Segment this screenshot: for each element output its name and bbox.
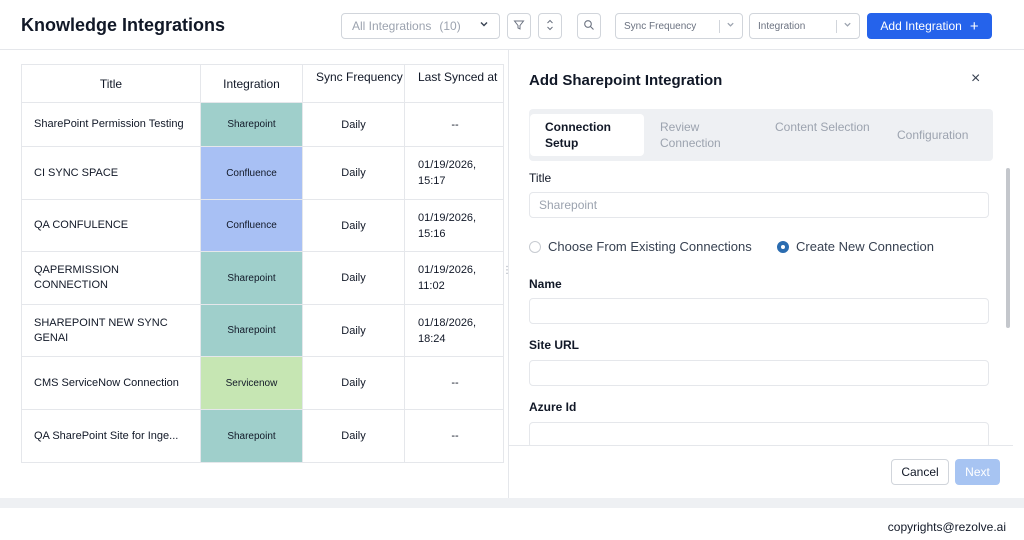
integrations-table: Title Integration Sync Frequency Last Sy… — [21, 64, 504, 463]
column-header-title[interactable]: Title — [22, 65, 201, 103]
integration-badge: Sharepoint — [201, 305, 303, 356]
chevron-down-icon — [479, 19, 489, 32]
column-header-integration[interactable]: Integration — [201, 65, 303, 103]
radio-checked-icon — [777, 240, 789, 253]
integration-badge: Sharepoint — [201, 103, 303, 146]
row-last-synced: 01/19/2026, 15:16 — [418, 211, 477, 240]
name-input[interactable] — [529, 298, 989, 324]
sort-button[interactable] — [538, 13, 562, 39]
site-url-label: Site URL — [529, 338, 580, 352]
row-sync-frequency: Daily — [303, 147, 405, 199]
search-icon — [583, 19, 595, 34]
page-bottom-band — [0, 498, 1024, 508]
radio-new-connection[interactable]: Create New Connection — [777, 239, 934, 254]
filter-button[interactable] — [507, 13, 531, 39]
add-integration-label: Add Integration — [880, 19, 962, 33]
column-header-sync-frequency[interactable]: Sync Frequency — [303, 65, 405, 103]
stepper: Connection Setup Review Connection Conte… — [529, 109, 993, 161]
row-sync-frequency: Daily — [303, 357, 405, 409]
radio-new-label: Create New Connection — [796, 239, 935, 254]
panel-footer: Cancel Next — [509, 445, 1013, 498]
title-label: Title — [529, 171, 552, 185]
panel-scrollbar[interactable] — [1006, 168, 1010, 328]
header: Knowledge Integrations All Integrations … — [0, 0, 1024, 50]
row-sync-frequency: Daily — [303, 252, 405, 304]
row-title: QAPERMISSION CONNECTION — [22, 252, 201, 304]
name-label: Name — [529, 277, 562, 291]
select-divider — [836, 20, 837, 33]
row-last-synced: -- — [451, 430, 459, 442]
step-configuration[interactable]: Configuration — [897, 128, 969, 142]
radio-unchecked-icon — [529, 240, 541, 253]
table-row[interactable]: SHAREPOINT NEW SYNC GENAI Sharepoint Daily… — [22, 305, 503, 357]
row-sync-frequency: Daily — [303, 103, 405, 146]
add-integration-button[interactable]: Add Integration + — [867, 13, 992, 39]
row-sync-frequency: Daily — [303, 200, 405, 251]
filter-icon — [513, 19, 525, 34]
table-row[interactable]: QA SharePoint Site for Inge... Sharepoint… — [22, 410, 503, 462]
footer: copyrights@rezolve.ai — [0, 508, 1024, 540]
integrations-filter-select[interactable]: All Integrations (10) — [341, 13, 500, 39]
table-row[interactable]: QAPERMISSION CONNECTION Sharepoint Daily 01… — [22, 252, 503, 305]
app: Knowledge Integrations All Integrations … — [0, 0, 1024, 498]
integration-badge: Confluence — [201, 147, 303, 199]
table-row[interactable]: CMS ServiceNow Connection Servicenow Daily… — [22, 357, 503, 410]
sync-frequency-placeholder: Sync Frequency — [624, 20, 697, 32]
title-input[interactable]: Sharepoint — [529, 192, 989, 218]
radio-existing-label: Choose From Existing Connections — [548, 239, 752, 254]
sort-icon — [545, 18, 555, 35]
cancel-button[interactable]: Cancel — [891, 459, 949, 485]
row-title: SharePoint Permission Testing — [22, 103, 201, 146]
row-title: SHAREPOINT NEW SYNC GENAI — [22, 305, 201, 356]
integration-badge: Servicenow — [201, 357, 303, 409]
step-review-connection[interactable]: Review Connection — [660, 120, 721, 150]
filter-select-count: (10) — [439, 19, 461, 33]
row-title: CI SYNC SPACE — [22, 147, 201, 199]
page-title: Knowledge Integrations — [21, 15, 226, 35]
table-row[interactable]: SharePoint Permission Testing Sharepoint D… — [22, 103, 503, 147]
add-integration-panel: Add Sharepoint Integration × Connection … — [508, 50, 1013, 498]
step-content-selection[interactable]: Content Selection — [775, 120, 870, 134]
azure-id-label: Azure Id — [529, 400, 577, 414]
integration-type-placeholder: Integration — [758, 20, 806, 32]
table-header: Title Integration Sync Frequency Last Sy… — [22, 65, 503, 103]
row-title: CMS ServiceNow Connection — [22, 357, 201, 409]
table-row[interactable]: CI SYNC SPACE Confluence Daily 01/19/2026, … — [22, 147, 503, 200]
integration-badge: Sharepoint — [201, 410, 303, 462]
sync-frequency-select[interactable]: Sync Frequency — [615, 13, 743, 39]
panel-title: Add Sharepoint Integration — [529, 72, 723, 89]
integration-badge: Sharepoint — [201, 252, 303, 304]
chevron-down-icon — [726, 20, 735, 31]
plus-icon: + — [969, 17, 979, 35]
row-last-synced: 01/19/2026, 11:02 — [418, 264, 477, 292]
copyright-text: copyrights@rezolve.ai — [887, 520, 1006, 534]
column-header-last-synced[interactable]: Last Synced at — [418, 70, 498, 84]
close-icon[interactable]: × — [971, 70, 981, 87]
search-button[interactable] — [577, 13, 601, 39]
step-connection-setup[interactable]: Connection Setup — [530, 114, 644, 156]
site-url-input[interactable] — [529, 360, 989, 386]
chevron-down-icon — [843, 20, 852, 31]
next-button[interactable]: Next — [955, 459, 1000, 485]
row-title: QA SharePoint Site for Inge... — [22, 410, 201, 462]
row-title: QA CONFULENCE — [22, 200, 201, 251]
row-last-synced: -- — [451, 118, 459, 131]
row-last-synced: 01/18/2026, 18:24 — [418, 316, 477, 345]
radio-existing-connection[interactable]: Choose From Existing Connections — [529, 239, 752, 254]
title-input-placeholder: Sharepoint — [539, 198, 598, 212]
row-sync-frequency: Daily — [303, 305, 405, 356]
row-last-synced: -- — [451, 377, 459, 389]
select-divider — [719, 20, 720, 33]
integration-type-select[interactable]: Integration — [749, 13, 860, 39]
integration-badge: Confluence — [201, 200, 303, 251]
row-sync-frequency: Daily — [303, 410, 405, 462]
row-last-synced: 01/19/2026, 15:17 — [418, 159, 477, 187]
table-row[interactable]: QA CONFULENCE Confluence Daily 01/19/2026, … — [22, 200, 503, 252]
filter-select-value: All Integrations — [352, 19, 432, 33]
